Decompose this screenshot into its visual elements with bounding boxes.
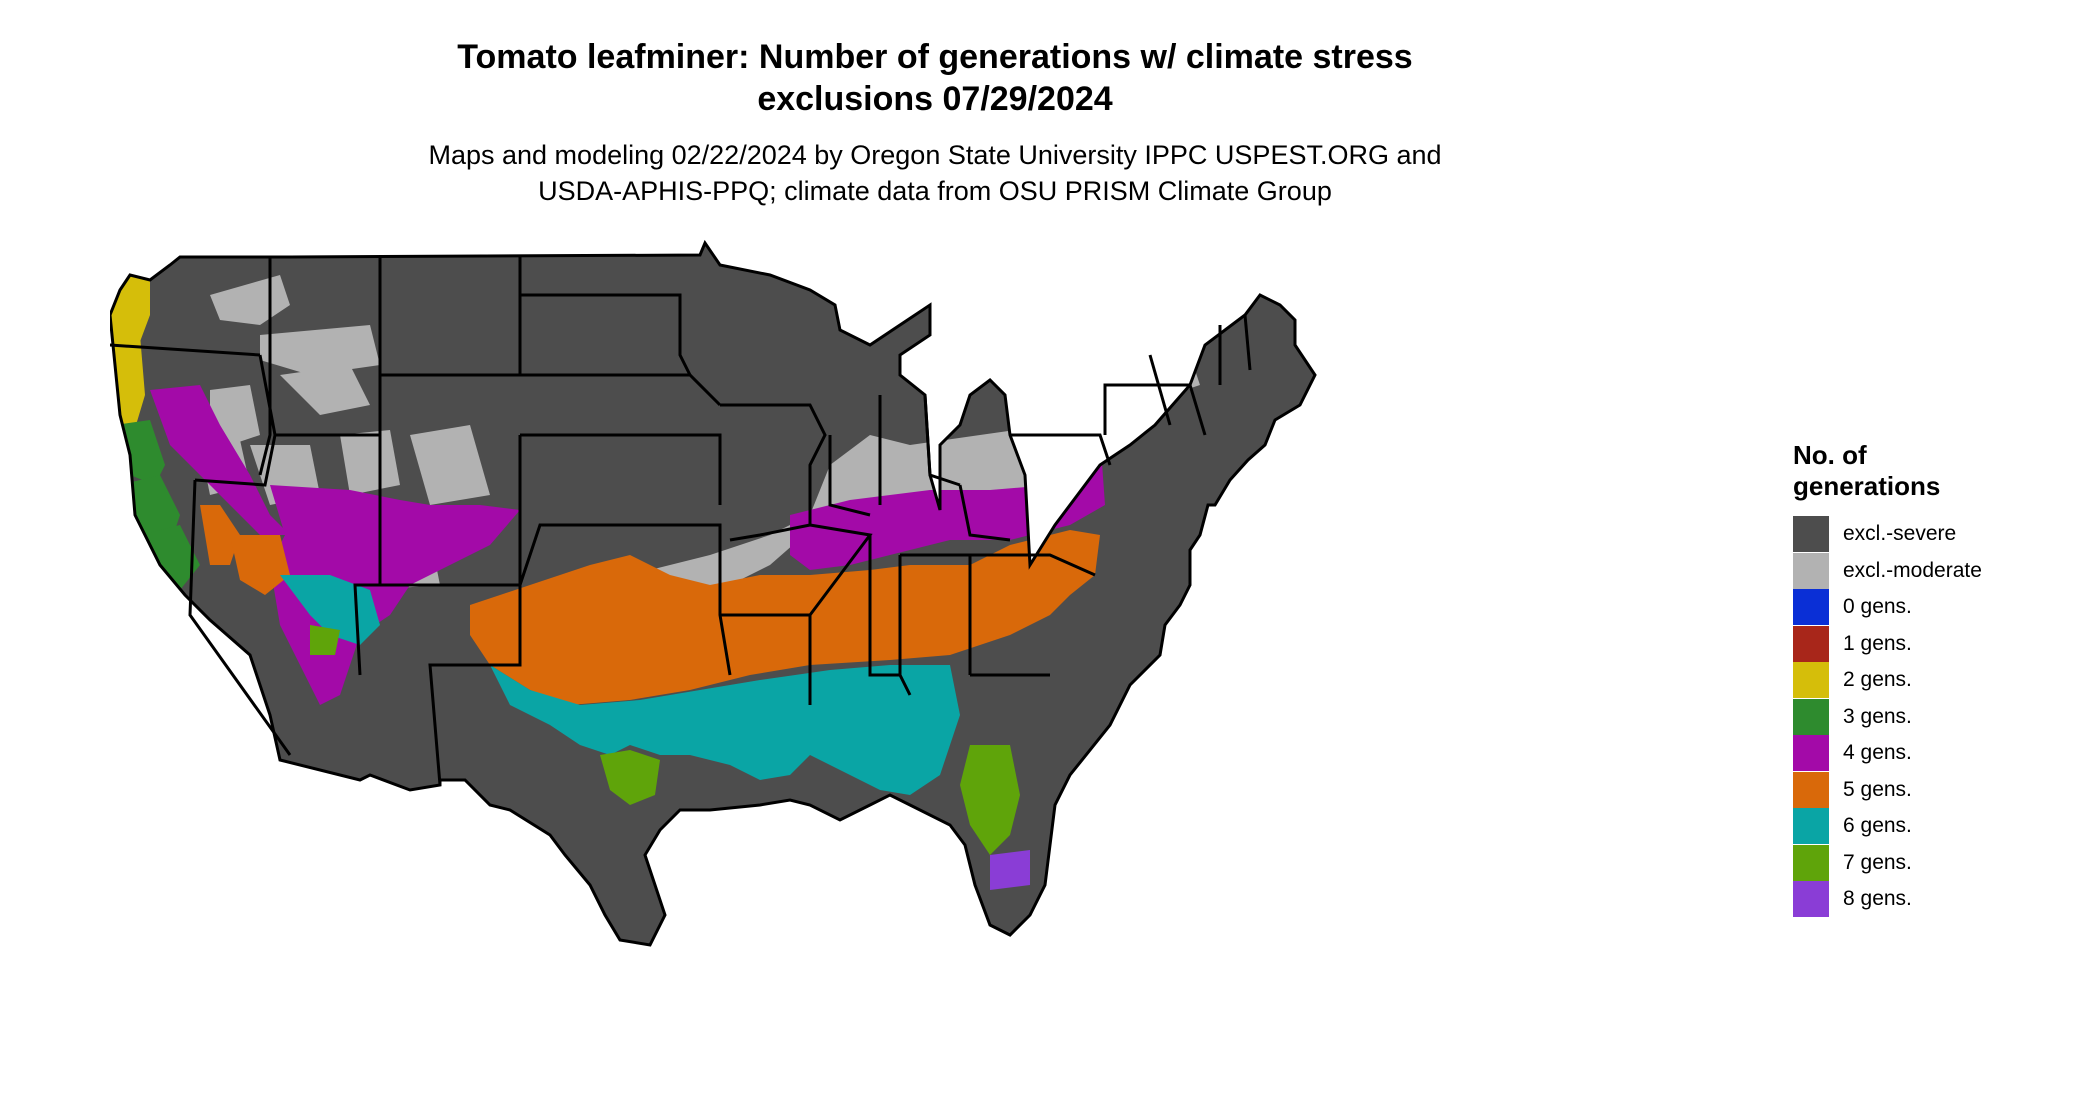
legend-item: 3 gens.	[1793, 698, 2083, 735]
legend-label: 2 gens.	[1843, 668, 1912, 691]
map-subtitle-line-2: USDA-APHIS-PPQ; climate data from OSU PR…	[538, 176, 1332, 206]
legend-item: 6 gens.	[1793, 808, 2083, 844]
legend-label: 7 gens.	[1843, 850, 1912, 874]
legend-item: 1 gens.	[1793, 625, 2083, 662]
legend-label: 3 gens.	[1843, 704, 1912, 728]
legend-swatch	[1793, 589, 1829, 625]
legend-swatch	[1793, 625, 1829, 662]
legend-item: excl.-severe	[1793, 516, 2083, 552]
generations-raster	[110, 243, 1315, 945]
map-title-line-2: exclusions 07/29/2024	[757, 80, 1113, 118]
legend-title-line-2: generations	[1793, 471, 1941, 501]
legend-swatch	[1793, 516, 1829, 552]
legend-item: 5 gens.	[1793, 771, 2083, 808]
legend-item: 0 gens.	[1793, 589, 2083, 625]
legend-label: 8 gens.	[1843, 887, 1912, 910]
legend-swatch	[1793, 808, 1829, 844]
legend-label: 6 gens.	[1843, 814, 1912, 837]
legend-label: excl.-severe	[1843, 522, 1957, 545]
legend-item: 2 gens.	[1793, 662, 2083, 698]
legend-swatch	[1793, 698, 1829, 735]
legend-item: excl.-moderate	[1793, 552, 2083, 589]
map-title-line-1: Tomato leafminer: Number of generations …	[457, 38, 1413, 76]
legend-label: 4 gens.	[1843, 741, 1912, 764]
legend-items: excl.-severe excl.-moderate 0 gens. 1 gens.…	[1793, 516, 2083, 917]
state-boundaries	[110, 239, 1317, 947]
map-legend: No. of generations excl.-severe excl.-mod…	[1793, 440, 2083, 918]
legend-label: excl.-moderate	[1843, 558, 1982, 582]
us-generations-map	[110, 239, 1317, 947]
legend-title-line-1: No. of	[1793, 440, 1867, 470]
legend-title: No. of generations	[1793, 440, 2083, 502]
legend-swatch	[1793, 881, 1829, 917]
legend-swatch	[1793, 662, 1829, 698]
legend-swatch	[1793, 771, 1829, 808]
map-subtitle-line-1: Maps and modeling 02/22/2024 by Oregon S…	[428, 140, 1442, 170]
legend-swatch	[1793, 844, 1829, 881]
legend-item: 8 gens.	[1793, 881, 2083, 917]
legend-label: 1 gens.	[1843, 631, 1912, 655]
legend-swatch	[1793, 735, 1829, 771]
legend-label: 0 gens.	[1843, 595, 1912, 618]
legend-item: 7 gens.	[1793, 844, 2083, 881]
legend-label: 5 gens.	[1843, 777, 1912, 801]
legend-item: 4 gens.	[1793, 735, 2083, 771]
legend-swatch	[1793, 552, 1829, 589]
